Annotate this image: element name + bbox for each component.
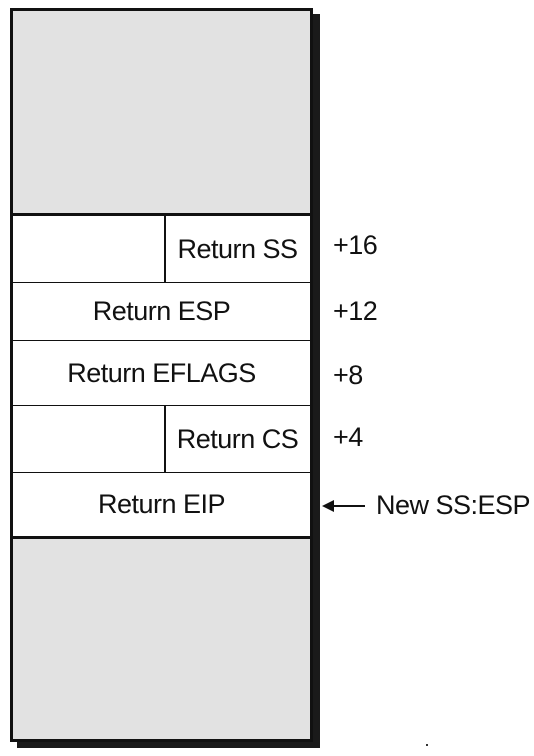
stack-entry-return-eip: Return EIP <box>13 473 310 536</box>
offset-label-12: +12 <box>333 296 378 326</box>
stack-entry-return-ss: Return SS <box>13 216 310 283</box>
stack-unused-top <box>13 11 310 216</box>
entry-label-return-cs: Return CS <box>176 423 299 454</box>
offset-label-8: +8 <box>333 360 363 390</box>
stack-pointer-marker: New SS:ESP <box>322 490 531 521</box>
stack-entry-return-eflags: Return EFLAGS <box>13 341 310 406</box>
entry-label-return-eip: Return EIP <box>97 489 226 519</box>
stack-entry-return-cs: Return CS <box>13 406 310 473</box>
offset-label-16: +16 <box>333 230 378 260</box>
offset-label-4: +4 <box>333 422 363 452</box>
entry-label-return-eflags: Return EFLAGS <box>67 357 256 388</box>
stack-frame: Return SS Return ESP Return EFLAGS Retur… <box>10 8 313 742</box>
stack-unused-bottom <box>13 536 310 739</box>
new-ss-esp-label: New SS:ESP <box>376 490 531 520</box>
half-word-divider <box>164 406 166 472</box>
left-arrow-icon <box>322 499 365 512</box>
entry-label-return-ss: Return SS <box>177 233 298 264</box>
stray-dot <box>426 744 428 746</box>
stack-entry-return-esp: Return ESP <box>13 283 310 341</box>
entry-label-return-esp: Return ESP <box>92 296 231 326</box>
half-word-divider <box>164 216 166 282</box>
